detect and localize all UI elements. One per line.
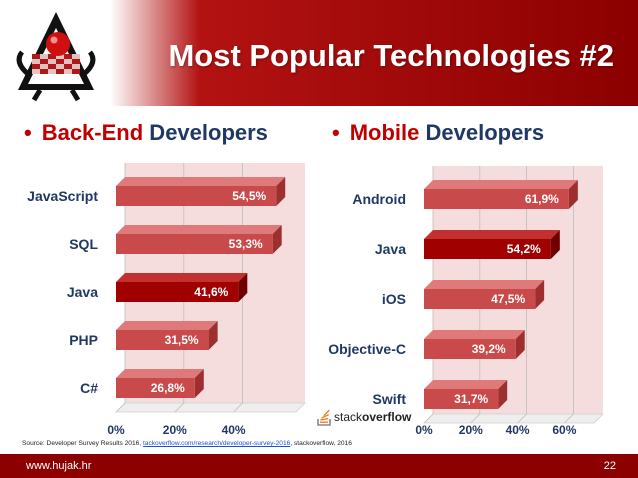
chart-backend-data-label: 53,3% — [229, 237, 263, 251]
chart-mobile-data-label: 61,9% — [525, 192, 559, 206]
chart-backend-bar-top — [116, 177, 286, 186]
chart-mobile-bar — [424, 239, 551, 259]
chart-backend-data-label: 26,8% — [151, 381, 185, 395]
chart-mobile-bar-top — [424, 230, 560, 239]
chart-mobile-bar-top — [424, 380, 508, 389]
chart-mobile-floor — [423, 413, 604, 424]
chart-backend-bar-side — [194, 369, 204, 398]
chart-backend-category-label: JavaScript — [27, 188, 98, 204]
chart-backend-bar-side — [276, 177, 286, 206]
chart-backend-bar — [116, 282, 239, 302]
chart-backend-gridline-depth — [233, 402, 243, 413]
java-duke-logo — [16, 12, 96, 102]
chart-backend-bar-top — [116, 273, 248, 282]
chart-mobile-bar — [424, 339, 516, 359]
chart-backend-bar — [116, 330, 209, 350]
chart-mobile-bar-top — [424, 180, 578, 189]
bullet-icon: • — [332, 120, 340, 145]
chart-mobile-tick-label: 60% — [552, 423, 576, 437]
chart-backend-bar-top — [116, 321, 218, 330]
chart-backend-category-label: C# — [80, 380, 98, 396]
chart-backend-floor — [115, 402, 306, 413]
chart-mobile-gridline-depth — [517, 413, 527, 424]
chart-mobile-bar-side — [498, 380, 508, 409]
chart-backend-category-label: SQL — [69, 236, 98, 252]
chart-backend-data-label: 41,6% — [194, 285, 228, 299]
chart-mobile-data-label: 47,5% — [491, 292, 525, 306]
chart-mobile-tick-label: 0% — [415, 423, 433, 437]
chart-mobile-bar-side — [550, 230, 560, 259]
chart-mobile-category-label: Objective-C — [328, 341, 406, 357]
stackoverflow-icon — [317, 409, 331, 426]
chart-mobile-tick-label: 20% — [459, 423, 483, 437]
chart-mobile-data-label: 54,2% — [507, 242, 541, 256]
chart-backend-data-label: 31,5% — [165, 333, 199, 347]
chart-backend-bar — [116, 378, 195, 398]
chart-backend-tick-label: 20% — [163, 423, 187, 437]
chart-mobile-tick-label: 40% — [506, 423, 530, 437]
chart-mobile-category-label: Swift — [373, 391, 407, 407]
chart-backend-bar-side — [208, 321, 218, 350]
bullet-icon: • — [24, 120, 32, 145]
chart-backend-bar-side — [238, 273, 248, 302]
chart-backend-tick-label: 40% — [222, 423, 246, 437]
chart-mobile-bar-side — [535, 280, 545, 309]
chart-backend-bar-top — [116, 225, 282, 234]
slide-header: Most Popular Technologies #2 — [0, 0, 638, 106]
chart-backend-bar — [116, 234, 273, 254]
chart-mobile-bar-side — [568, 180, 578, 209]
slide-title: Most Popular Technologies #2 — [168, 38, 614, 73]
chart-backend-category-label: Java — [67, 284, 98, 300]
backend-section-label: • Back-End Developers — [24, 120, 268, 145]
chart-mobile-bar-top — [424, 330, 525, 339]
chart-backend-bar — [116, 186, 277, 206]
chart-backend-gridline-depth — [115, 402, 126, 413]
mobile-section-label: • Mobile Developers — [332, 120, 545, 145]
source-link[interactable]: tackoverflow.com/research/developer-surv… — [142, 440, 291, 447]
chart-mobile-bar-top — [424, 280, 545, 289]
chart-mobile-data-label: 31,7% — [454, 392, 488, 406]
chart-backend-tick-label: 0% — [107, 423, 125, 437]
chart-backend-data-label: 54,5% — [232, 189, 266, 203]
source-note: Source: Developer Survey Results 2016, t… — [22, 440, 352, 447]
chart-mobile-category-label: Android — [352, 191, 406, 207]
chart-mobile-bar-side — [515, 330, 525, 359]
slide-footer: www.hujak.hr 22 — [0, 454, 638, 478]
chart-mobile-bar — [424, 389, 499, 409]
chart-mobile-gridline-depth — [470, 413, 481, 424]
chart-backend-category-label: PHP — [69, 332, 98, 348]
chart-backend-gridline-depth — [174, 402, 185, 413]
chart-mobile-category-label: iOS — [382, 291, 406, 307]
stackoverflow-logo: stackoverflow — [316, 409, 411, 427]
chart-mobile-data-label: 39,2% — [472, 342, 506, 356]
chart-mobile-bar — [424, 289, 536, 309]
footer-site: www.hujak.hr — [26, 460, 92, 472]
chart-mobile-gridline-depth — [423, 413, 434, 424]
chart-backend-bar-side — [272, 225, 282, 254]
page-number: 22 — [603, 460, 616, 472]
chart-mobile-gridline-depth — [564, 413, 574, 424]
chart-mobile-category-label: Java — [375, 241, 406, 257]
chart-mobile-bar — [424, 189, 569, 209]
chart-backend-bar-top — [116, 369, 204, 378]
